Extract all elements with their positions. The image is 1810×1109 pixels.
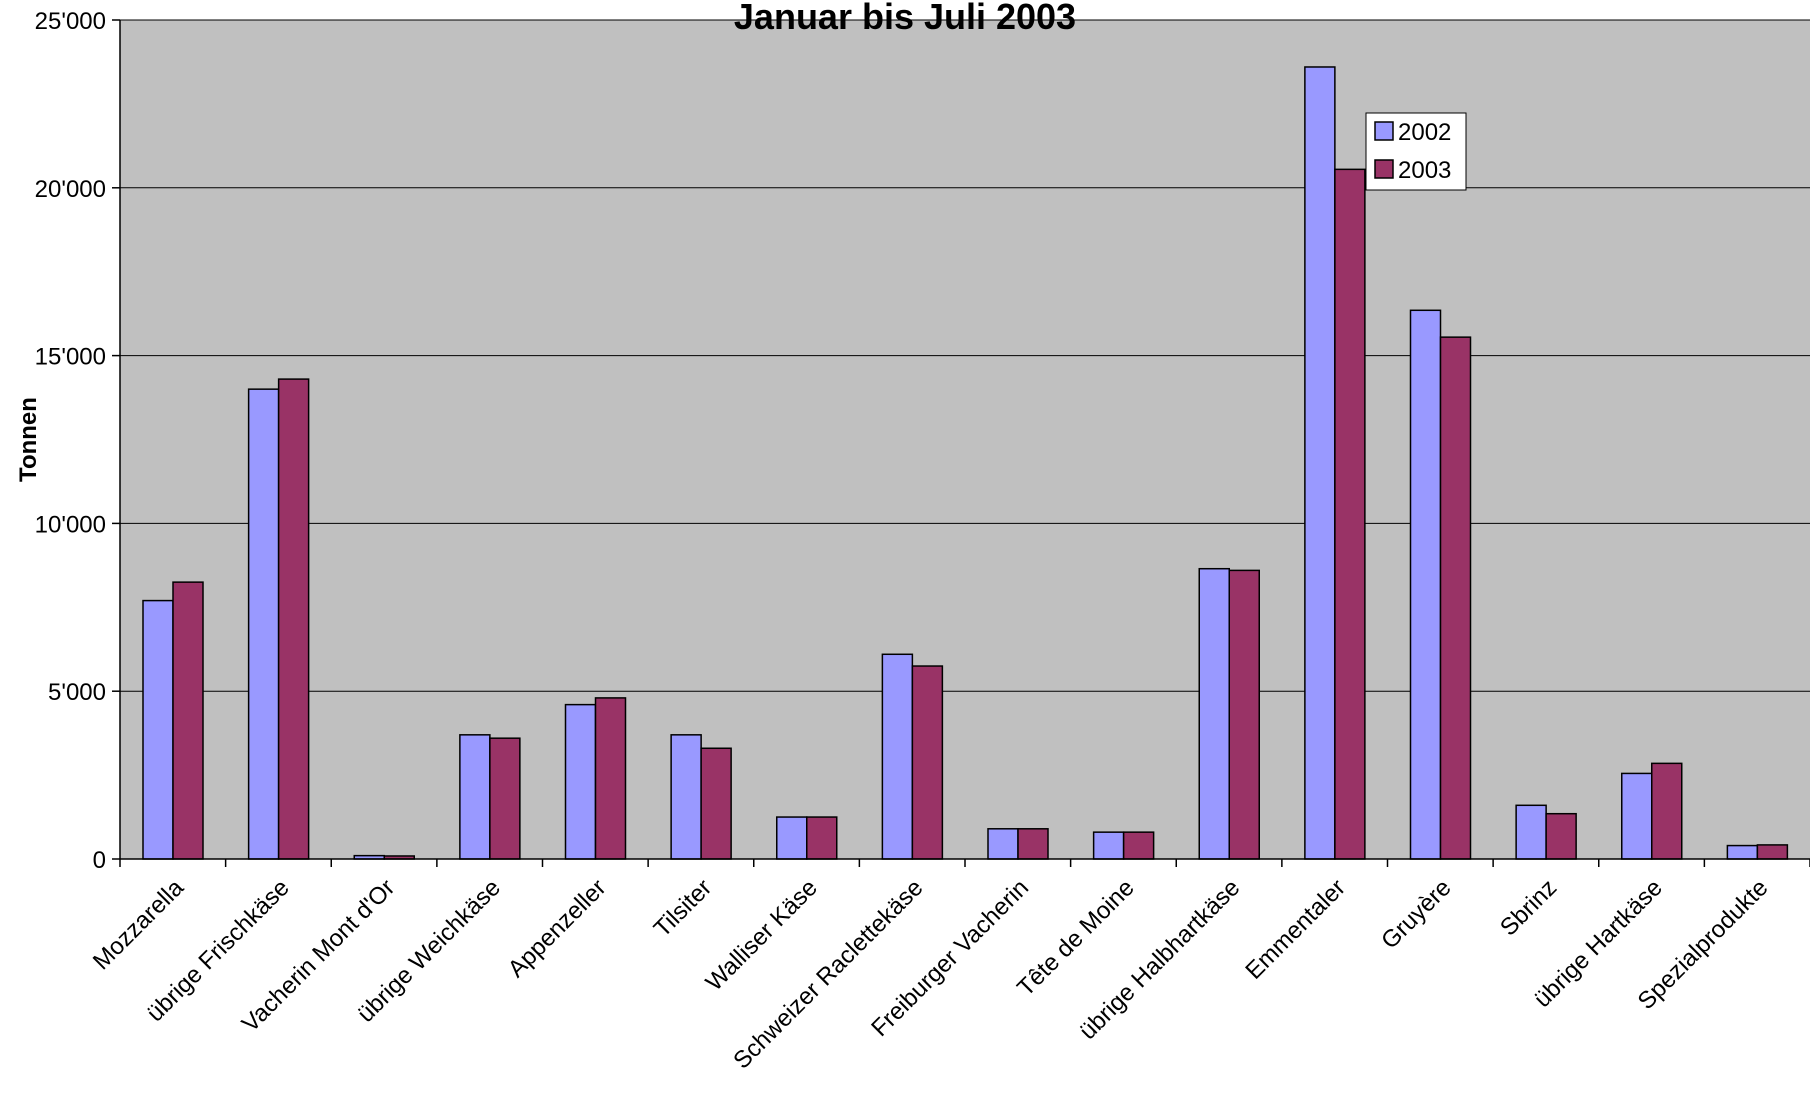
legend-label-2003: 2003 bbox=[1398, 157, 1451, 184]
bar-2003 bbox=[172, 581, 204, 860]
bar-2003 bbox=[489, 737, 521, 860]
bar-2002 bbox=[564, 703, 597, 860]
y-tick-label: 10'000 bbox=[35, 511, 106, 538]
bar-2002 bbox=[1092, 831, 1125, 860]
x-tick-label: Tilsiter bbox=[649, 874, 717, 942]
bar-2002 bbox=[1304, 66, 1336, 860]
bar-2002 bbox=[1621, 772, 1653, 860]
y-tick-label: 20'000 bbox=[35, 176, 106, 203]
y-tick-label: 0 bbox=[93, 847, 106, 874]
bar-2003 bbox=[1228, 569, 1260, 860]
bar-2002 bbox=[1726, 844, 1759, 860]
bar-2003 bbox=[1756, 844, 1789, 860]
bar-2002 bbox=[1515, 804, 1547, 860]
bar-2002 bbox=[881, 653, 914, 860]
y-tick-label: 25'000 bbox=[35, 8, 106, 35]
axes bbox=[119, 19, 1810, 867]
bar-2002 bbox=[670, 734, 702, 860]
x-tick-label: Sbrinz bbox=[1495, 874, 1562, 941]
bar-2002 bbox=[142, 599, 174, 860]
bar-2003 bbox=[1651, 762, 1683, 860]
y-tick-labels: 0 5'000 10'000 15'000 20'000 25'000 bbox=[35, 8, 120, 874]
chart-title: Januar bis Juli 2003 bbox=[734, 0, 1076, 37]
bar-2003 bbox=[1545, 812, 1577, 860]
bar-2003 bbox=[806, 816, 838, 860]
legend-swatch-2003 bbox=[1374, 159, 1394, 179]
bar-2002 bbox=[247, 388, 280, 860]
bar-2002 bbox=[776, 816, 808, 860]
y-axis-label: Tonnen bbox=[15, 397, 42, 482]
legend-swatch-2002 bbox=[1374, 121, 1394, 141]
x-tick-label: Appenzeller bbox=[503, 874, 612, 983]
plot-area bbox=[120, 20, 1810, 859]
x-tick-label: Gruyère bbox=[1376, 874, 1456, 954]
x-tick-label: Emmentaler bbox=[1240, 874, 1351, 985]
x-tick-label: Schweizer Raclettekäse bbox=[728, 874, 928, 1074]
bar-2002 bbox=[459, 734, 491, 860]
bar-2003 bbox=[1439, 336, 1472, 860]
bar-2003 bbox=[700, 747, 732, 860]
bar-2002 bbox=[1198, 567, 1230, 860]
x-tick-label: Mozzarella bbox=[88, 874, 190, 976]
bar-2003 bbox=[1017, 828, 1049, 860]
y-tick-label: 15'000 bbox=[35, 344, 106, 371]
legend: 2002 2003 bbox=[1365, 112, 1467, 191]
bar-2003 bbox=[1122, 831, 1155, 860]
legend-label-2002: 2002 bbox=[1398, 119, 1451, 146]
bar-2003 bbox=[1334, 168, 1366, 860]
bar-2003 bbox=[594, 697, 627, 860]
bar-2003 bbox=[277, 378, 310, 860]
y-tick-label: 5'000 bbox=[48, 679, 106, 706]
bar-2002 bbox=[987, 828, 1019, 860]
bar-2002 bbox=[1409, 309, 1442, 860]
bar-2003 bbox=[911, 665, 944, 860]
bars bbox=[142, 66, 1789, 860]
